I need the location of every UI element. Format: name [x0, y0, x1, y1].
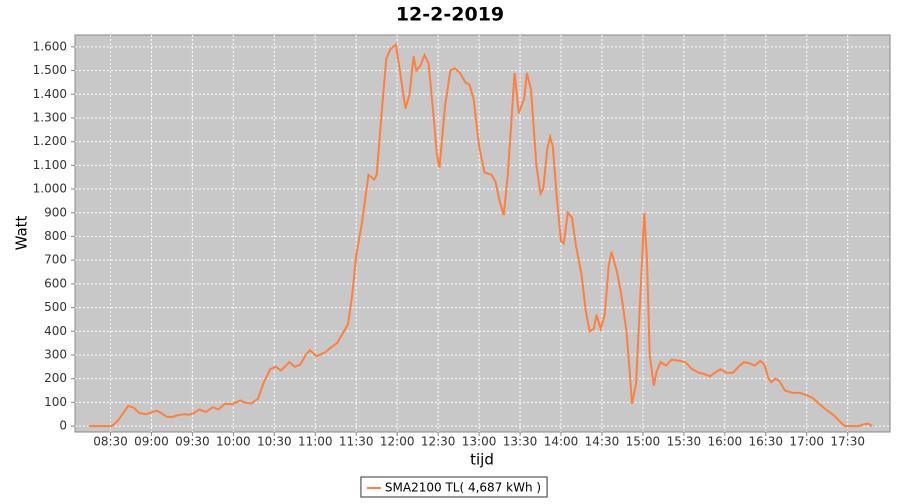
y-tick-label: 800	[44, 229, 67, 243]
legend-label: SMA2100 TL( 4,687 kWh )	[385, 481, 541, 495]
x-tick-label: 15:30	[667, 435, 702, 449]
y-tick-label: 600	[44, 276, 67, 290]
x-tick-label: 16:00	[708, 435, 743, 449]
y-tick-label: 1.100	[33, 158, 67, 172]
x-tick-label: 13:00	[462, 435, 497, 449]
y-tick-label: 1.000	[33, 182, 67, 196]
y-tick-label: 1.300	[33, 110, 67, 124]
x-tick-label: 16:30	[748, 435, 783, 449]
data-line	[88, 42, 873, 428]
x-tick-label: 13:30	[503, 435, 538, 449]
chart-title: 12-2-2019	[396, 4, 504, 26]
y-tick-label: 1.500	[33, 63, 67, 77]
x-tick-label: 17:30	[830, 435, 865, 449]
x-tick-label: 11:30	[339, 435, 374, 449]
x-tick-label: 09:00	[134, 435, 169, 449]
x-tick-label: 17:00	[789, 435, 824, 449]
y-tick-label: 500	[44, 300, 67, 314]
y-tick-label: 1.200	[33, 134, 67, 148]
x-tick-label: 08:30	[93, 435, 128, 449]
y-tick-label: 100	[44, 395, 67, 409]
y-axis-label: Watt	[13, 215, 31, 250]
y-tick-label: 200	[44, 371, 67, 385]
x-tick-label: 10:00	[216, 435, 251, 449]
legend-box	[360, 476, 548, 498]
y-tick-label: 0	[59, 419, 67, 433]
x-tick-label: 10:30	[257, 435, 292, 449]
x-tick-label: 09:30	[175, 435, 210, 449]
y-tick-label: 900	[44, 205, 67, 219]
x-tick-label: 12:00	[380, 435, 415, 449]
y-tick-label: 300	[44, 347, 67, 361]
legend: SMA2100 TL( 4,687 kWh )	[360, 476, 548, 498]
x-axis-label: tijd	[470, 451, 494, 469]
x-tick-label: 12:30	[421, 435, 456, 449]
y-tick-label: 1.400	[33, 87, 67, 101]
x-tick-label: 11:00	[298, 435, 333, 449]
x-tick-label: 14:30	[585, 435, 620, 449]
y-tick-label: 1.600	[33, 39, 67, 53]
y-tick-label: 400	[44, 324, 67, 338]
x-tick-label: 15:00	[626, 435, 661, 449]
x-tick-label: 14:00	[544, 435, 579, 449]
y-tick-label: 700	[44, 253, 67, 267]
